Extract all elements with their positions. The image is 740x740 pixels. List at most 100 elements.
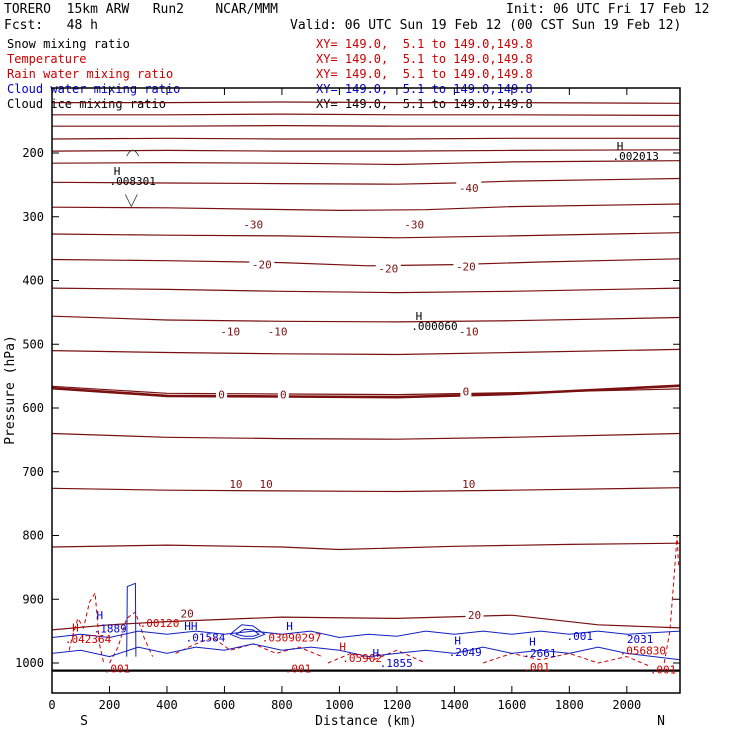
x-tick-label-6: 1200 <box>382 698 411 712</box>
contour-label-bg-0 <box>456 181 482 195</box>
y-tick-label-5: 700 <box>22 465 44 479</box>
extremum-label-3: .002013 <box>612 150 658 163</box>
contour-label-13: 10 <box>259 478 272 491</box>
x-tick-label-5: 1000 <box>325 698 354 712</box>
y-tick-label-4: 600 <box>22 401 44 415</box>
legend-temperature-name: Temperature <box>7 52 87 66</box>
contour-label-bg-15 <box>178 606 197 620</box>
extremum-label-20: .01584 <box>186 632 226 645</box>
contour-label-9: 0 <box>218 389 225 402</box>
x-tick-label-0: 0 <box>48 698 55 712</box>
extremum-label-29: 2031 <box>627 633 654 646</box>
extremum-label-12: .001 <box>285 663 312 676</box>
contour-label-bg-10 <box>277 387 289 401</box>
extremum-label-16: .03090297 <box>262 632 322 645</box>
contour-label-bg-16 <box>465 608 484 622</box>
isotherm-15 <box>51 487 681 493</box>
extremum-label-4: H <box>416 310 423 323</box>
extremum-label-1: .008301 <box>109 175 155 188</box>
y-tick-label-6: 800 <box>22 529 44 543</box>
isotherm-17 <box>51 614 681 631</box>
end-label-right: N <box>657 714 665 729</box>
extremum-label-14: .056830 <box>620 644 666 657</box>
contour-label-16: 20 <box>468 609 481 622</box>
x-tick-label-4: 800 <box>271 698 293 712</box>
y-tick-label-3: 500 <box>22 337 44 351</box>
contour-label-bg-11 <box>460 384 472 398</box>
header-valid: Valid: 06 UTC Sun 19 Feb 12 (00 CST Sun … <box>290 18 682 33</box>
extremum-label-5: .000060 <box>411 320 457 333</box>
header-title: TORERO 15km ARW Run2 NCAR/MMM <box>4 2 278 17</box>
extremum-label-13: .001 <box>523 661 550 674</box>
extremum-label-15: .001 <box>650 663 677 676</box>
isotherm-11 <box>51 315 681 323</box>
isotherm-0 <box>52 101 681 104</box>
extremum-label-24: H <box>454 635 461 648</box>
extremum-label-2: H <box>617 140 624 153</box>
isotherm-3 <box>51 137 680 140</box>
header-fcst: Fcst: 48 h <box>4 18 98 33</box>
isotherm-4 <box>51 149 681 152</box>
contour-label-12: 10 <box>229 478 242 491</box>
contour-label-8: -10 <box>459 326 479 339</box>
rain-contour-1 <box>109 611 154 664</box>
contour-label-5: -20 <box>456 260 476 273</box>
legend-rain-xy: XY= 149.0, 5.1 to 149.0,149.8 <box>316 67 533 81</box>
end-label-left: S <box>80 714 88 729</box>
x-tick-label-3: 600 <box>214 698 236 712</box>
x-tick-label-7: 1400 <box>440 698 469 712</box>
extremum-label-7: .042364 <box>65 633 112 646</box>
contour-label-3: -20 <box>252 259 272 272</box>
y-tick-label-8: 1000 <box>15 656 44 670</box>
rain-contour-5 <box>663 535 680 664</box>
y-tick-label-7: 900 <box>22 592 44 606</box>
contour-label-1: -30 <box>243 218 263 231</box>
extremum-label-11: .05902 <box>342 652 382 665</box>
cloud-water-contour-2 <box>126 582 137 657</box>
y-axis-title: Pressure (hPa) <box>3 335 18 445</box>
legend-snow-name: Snow mixing ratio <box>7 37 130 51</box>
contour-label-bg-8 <box>456 324 482 338</box>
freezing-level-contour <box>51 384 681 399</box>
x-axis-title: Distance (km) <box>315 714 417 729</box>
contour-label-15: 20 <box>180 607 193 620</box>
contour-label-2: -30 <box>404 218 424 231</box>
extremum-label-23: .1855 <box>380 657 413 670</box>
contour-label-bg-6 <box>217 324 243 338</box>
isotherm-10 <box>51 287 681 294</box>
contour-label-bg-1 <box>240 217 266 231</box>
legend-cloudice-name: Cloud ice mixing ratio <box>7 97 166 111</box>
extremum-label-10: H <box>339 640 346 653</box>
isotherm-12 <box>51 348 681 356</box>
contour-label-bg-13 <box>257 476 276 490</box>
x-tick-label-9: 1800 <box>555 698 584 712</box>
legend-cloudwater-xy: XY= 149.0, 5.1 to 149.0,149.8 <box>316 82 533 96</box>
y-tick-label-1: 300 <box>22 210 44 224</box>
y-tick-label-0: 200 <box>22 146 44 160</box>
y-tick-label-2: 400 <box>22 274 44 288</box>
contour-label-6: -10 <box>220 326 240 339</box>
extremum-label-28: .001 <box>566 630 593 643</box>
contour-label-bg-7 <box>265 324 291 338</box>
isotherm-9 <box>51 258 681 267</box>
rain-contour-0 <box>68 591 105 664</box>
contour-label-10: 0 <box>280 389 287 402</box>
contour-label-7: -10 <box>268 326 288 339</box>
legend-cloudwater-name: Cloud water mixing ratio <box>7 82 181 96</box>
header-init: Init: 06 UTC Fri 17 Feb 12 <box>506 2 710 17</box>
x-tick-label-1: 200 <box>99 698 121 712</box>
extremum-label-27: .2661 <box>523 647 556 660</box>
contour-label-bg-2 <box>401 217 427 231</box>
extremum-label-8: .001 <box>104 663 131 676</box>
isotherm-6 <box>51 177 681 185</box>
x-tick-label-2: 400 <box>156 698 178 712</box>
contour-label-14: 10 <box>462 478 475 491</box>
contour-label-11: 0 <box>463 385 470 398</box>
isotherm-16 <box>51 542 681 551</box>
extremum-label-17: H <box>97 609 104 622</box>
isotherm-8 <box>51 232 681 239</box>
isotherm-1 <box>52 113 681 116</box>
cloud-water-contour-1 <box>51 643 681 661</box>
contour-label-bg-12 <box>226 476 245 490</box>
